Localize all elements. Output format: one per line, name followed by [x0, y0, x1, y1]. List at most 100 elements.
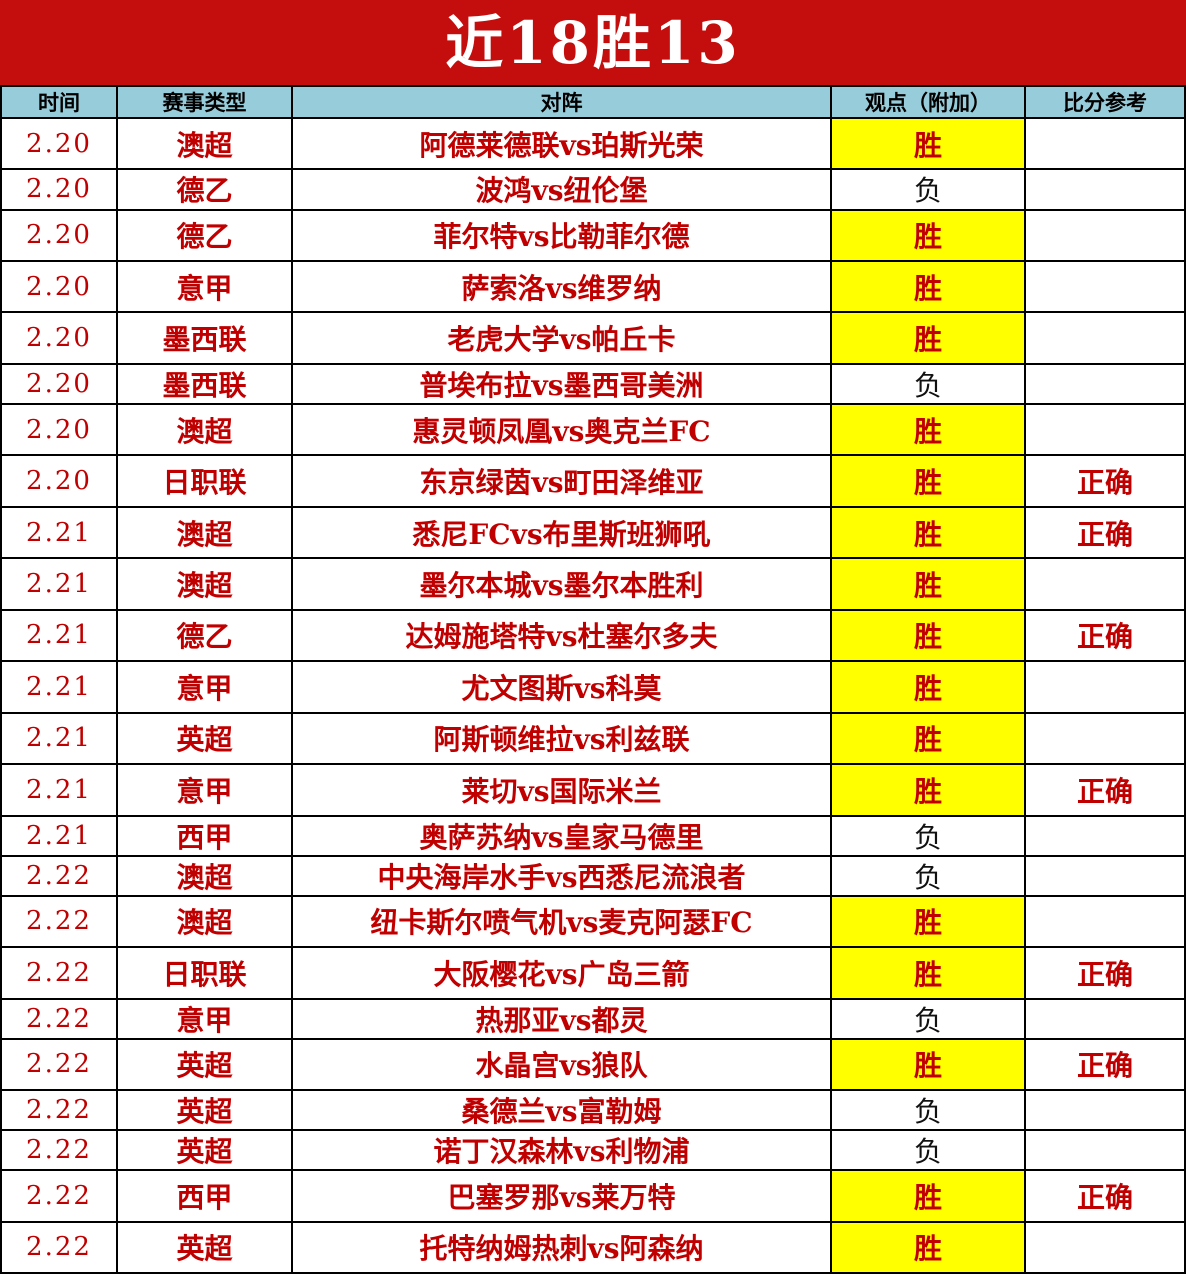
pick-cell: 负	[832, 1091, 1026, 1130]
result-cell	[1026, 1131, 1184, 1169]
table-row: 2.21 意甲 莱切vs国际米兰 胜 正确	[2, 763, 1184, 815]
league-cell: 意甲	[118, 765, 293, 815]
result-cell: 正确	[1076, 1180, 1133, 1214]
league-cell: 澳超	[118, 559, 293, 609]
column-header-pick: 观点（附加）	[832, 87, 1026, 117]
result-cell	[1026, 714, 1184, 763]
match-cell: 阿德莱德联vs珀斯光荣	[293, 119, 832, 169]
date-cell: 2.20	[2, 119, 118, 169]
date-cell: 2.22	[2, 1222, 118, 1273]
match-cell: 奥萨苏纳vs皇家马德里	[293, 816, 832, 855]
match-cell: 惠灵顿凤凰vs奥克兰FC	[293, 404, 832, 455]
date-cell: 2.22	[2, 1039, 118, 1090]
result-cell	[1026, 559, 1184, 608]
league-cell: 墨西联	[118, 364, 293, 403]
table-row: 2.20 日职联 东京绿茵vs町田泽维亚 胜 正确	[2, 454, 1184, 506]
result-cell: 正确	[1076, 957, 1133, 991]
table-row: 2.22 西甲 巴塞罗那vs莱万特 胜 正确	[2, 1169, 1184, 1221]
column-header-match: 对阵	[293, 87, 832, 117]
table-row: 2.22 英超 桑德兰vs富勒姆 负	[2, 1089, 1184, 1130]
pick-cell: 胜	[832, 507, 1026, 558]
date-cell: 2.20	[2, 210, 118, 260]
date-cell: 2.22	[2, 896, 118, 947]
league-cell: 澳超	[118, 896, 293, 947]
pick-cell: 胜	[832, 1222, 1026, 1273]
table-row: 2.20 意甲 萨索洛vs维罗纳 胜	[2, 259, 1184, 312]
pick-cell: 胜	[832, 261, 1026, 312]
table-row: 2.20 德乙 波鸿vs纽伦堡 负	[2, 168, 1184, 209]
result-cell	[1026, 170, 1184, 208]
table-row: 2.22 英超 诺丁汉森林vs利物浦 负	[2, 1129, 1184, 1170]
table-header-row: 时间 赛事类型 对阵 观点（附加） 比分参考	[2, 87, 1184, 117]
league-cell: 意甲	[118, 261, 293, 312]
date-cell: 2.21	[2, 559, 118, 609]
league-cell: 德乙	[118, 210, 293, 260]
result-cell: 正确	[1076, 774, 1133, 808]
league-cell: 日职联	[118, 456, 293, 506]
table-row: 2.20 澳超 阿德莱德联vs珀斯光荣 胜	[2, 117, 1184, 169]
result-cell	[1026, 211, 1184, 260]
date-cell: 2.22	[2, 999, 118, 1038]
table-row: 2.21 英超 阿斯顿维拉vs利兹联 胜	[2, 711, 1184, 764]
pick-cell: 负	[832, 1131, 1026, 1170]
league-cell: 意甲	[118, 662, 293, 712]
result-cell: 正确	[1076, 466, 1133, 500]
date-cell: 2.22	[2, 1131, 118, 1170]
date-cell: 2.21	[2, 610, 118, 661]
result-cell	[1026, 817, 1184, 855]
date-cell: 2.21	[2, 816, 118, 855]
match-cell: 普埃布拉vs墨西哥美洲	[293, 364, 832, 403]
league-cell: 意甲	[118, 999, 293, 1038]
pick-cell: 胜	[832, 119, 1026, 169]
match-cell: 巴塞罗那vs莱万特	[293, 1171, 832, 1221]
league-cell: 澳超	[118, 404, 293, 455]
pick-cell: 胜	[832, 1171, 1026, 1221]
predictions-table: 时间 赛事类型 对阵 观点（附加） 比分参考 2.20 澳超 阿德莱德联vs珀斯…	[0, 85, 1186, 1274]
table-row: 2.20 澳超 惠灵顿凤凰vs奥克兰FC 胜	[2, 402, 1184, 455]
league-cell: 英超	[118, 1131, 293, 1170]
match-cell: 波鸿vs纽伦堡	[293, 170, 832, 209]
pick-cell: 胜	[832, 713, 1026, 764]
match-cell: 阿斯顿维拉vs利兹联	[293, 713, 832, 764]
date-cell: 2.20	[2, 456, 118, 506]
league-cell: 澳超	[118, 119, 293, 169]
league-cell: 墨西联	[118, 313, 293, 363]
result-cell	[1026, 897, 1184, 946]
match-cell: 悉尼FCvs布里斯班狮吼	[293, 507, 832, 558]
pick-cell: 胜	[832, 210, 1026, 260]
table-row: 2.21 澳超 墨尔本城vs墨尔本胜利 胜	[2, 557, 1184, 609]
page-title: 近18胜13	[445, 8, 741, 77]
pick-cell: 负	[832, 856, 1026, 895]
pick-cell: 胜	[832, 896, 1026, 947]
pick-cell: 胜	[832, 662, 1026, 712]
league-cell: 日职联	[118, 948, 293, 998]
pick-cell: 负	[832, 999, 1026, 1038]
result-cell	[1026, 365, 1184, 403]
league-cell: 英超	[118, 713, 293, 764]
date-cell: 2.21	[2, 662, 118, 712]
match-cell: 尤文图斯vs科莫	[293, 662, 832, 712]
result-cell: 正确	[1076, 620, 1133, 654]
match-cell: 菲尔特vs比勒菲尔德	[293, 210, 832, 260]
league-cell: 西甲	[118, 816, 293, 855]
league-cell: 澳超	[118, 507, 293, 558]
date-cell: 2.20	[2, 170, 118, 209]
result-cell: 正确	[1076, 517, 1133, 551]
result-cell: 正确	[1076, 1049, 1133, 1083]
result-cell	[1026, 1223, 1184, 1272]
result-cell	[1026, 1091, 1184, 1129]
date-cell: 2.21	[2, 507, 118, 558]
match-cell: 达姆施塔特vs杜塞尔多夫	[293, 610, 832, 661]
table-row: 2.22 英超 水晶宫vs狼队 胜 正确	[2, 1037, 1184, 1090]
column-header-score: 比分参考	[1063, 90, 1147, 115]
pick-cell: 胜	[832, 559, 1026, 609]
table-row: 2.22 意甲 热那亚vs都灵 负	[2, 997, 1184, 1038]
match-cell: 桑德兰vs富勒姆	[293, 1091, 832, 1130]
table-row: 2.21 澳超 悉尼FCvs布里斯班狮吼 胜 正确	[2, 505, 1184, 558]
pick-cell: 胜	[832, 456, 1026, 506]
table-row: 2.22 英超 托特纳姆热刺vs阿森纳 胜	[2, 1220, 1184, 1273]
table-row: 2.21 意甲 尤文图斯vs科莫 胜	[2, 660, 1184, 712]
table-row: 2.21 西甲 奥萨苏纳vs皇家马德里 负	[2, 814, 1184, 855]
date-cell: 2.22	[2, 1091, 118, 1130]
